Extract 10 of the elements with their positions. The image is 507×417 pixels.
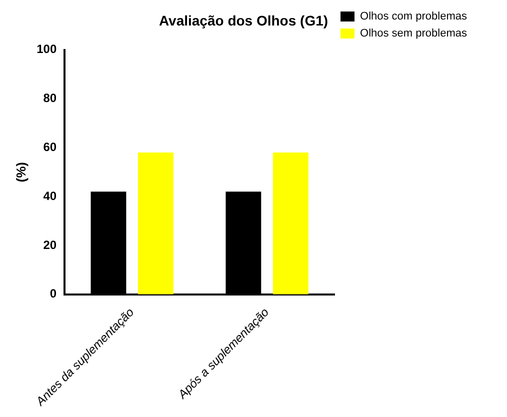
y-tick-label: 100 (36, 42, 57, 56)
y-tick-label: 20 (43, 238, 57, 252)
y-tick-label: 80 (43, 91, 57, 106)
legend-label: Olhos com problemas (360, 10, 468, 23)
legend-label: Olhos sem problemas (360, 28, 468, 40)
y-axis-title: (%) (13, 162, 28, 182)
y-tick-label: 60 (43, 140, 57, 154)
chart-title: Avaliação dos Olhos (G1) (158, 12, 328, 28)
y-tick-label: 0 (50, 286, 57, 301)
y-tick-label: 40 (43, 188, 57, 203)
